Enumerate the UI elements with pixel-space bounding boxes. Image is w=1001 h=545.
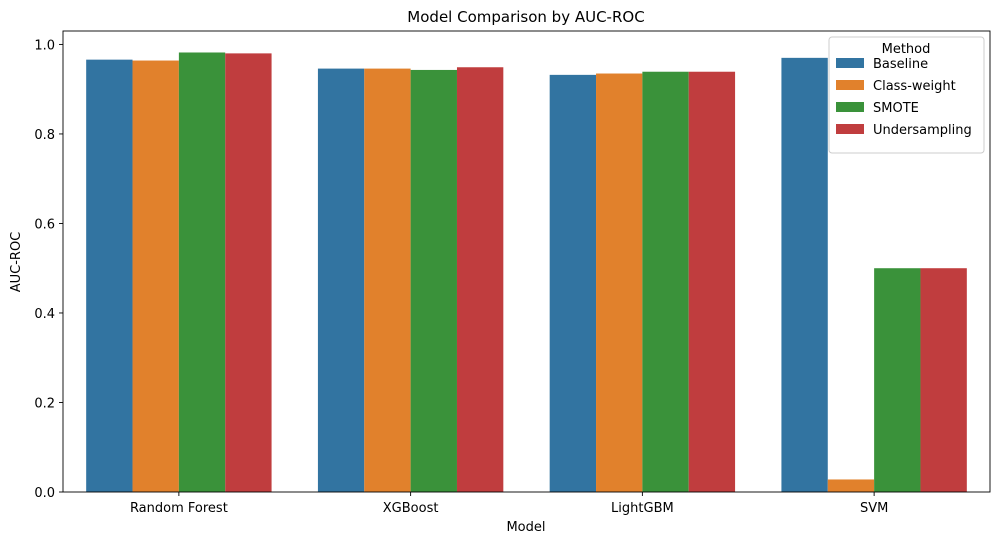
y-tick-label: 0.6 [34, 217, 55, 232]
y-tick-label: 0.8 [34, 128, 55, 143]
y-tick-label: 1.0 [34, 38, 55, 53]
legend-box [828, 36, 985, 154]
x-tick-label: LightGBM [611, 501, 674, 516]
legend: Method Baseline Class-weight SMOTE Undersam… [828, 36, 985, 154]
x-tick-label: Random Forest [130, 501, 228, 516]
x-tick-label: XGBoost [383, 501, 439, 516]
legend-label-undersampling: Undersampling [873, 123, 972, 138]
bar-svm-smote [874, 268, 921, 492]
bar-svm-undersampling [920, 268, 967, 492]
legend-items: Baseline Class-weight SMOTE Undersampling [836, 57, 972, 138]
x-axis-ticks: Random Forest XGBoost LightGBM SVM [130, 492, 888, 516]
bar-lightgbm-baseline [549, 74, 597, 493]
bar-svm-class-weight [827, 479, 875, 492]
chart-title: Model Comparison by AUC-ROC [407, 8, 644, 26]
bar-lightgbm-undersampling [688, 71, 736, 492]
bar-random-forest-undersampling [225, 53, 272, 493]
bar-random-forest-smote [178, 52, 226, 493]
bar-xgboost-undersampling [456, 67, 504, 493]
bar-lightgbm-smote [642, 71, 689, 492]
bar-xgboost-class-weight [364, 68, 411, 492]
legend-label-smote: SMOTE [873, 101, 919, 116]
bar-random-forest-class-weight [132, 60, 179, 493]
legend-swatch-class-weight [836, 80, 864, 90]
bar-random-forest-baseline [86, 59, 133, 493]
legend-swatch-baseline [836, 58, 864, 68]
y-axis-label: AUC-ROC [9, 232, 24, 293]
bars-group [86, 52, 967, 493]
plot-frame [62, 30, 991, 493]
x-axis-label: Model [506, 520, 545, 535]
legend-label-baseline: Baseline [873, 57, 928, 72]
legend-title: Method [882, 42, 931, 57]
y-axis-ticks: 0.0 0.2 0.4 0.6 0.8 1.0 [34, 38, 63, 501]
legend-label-class-weight: Class-weight [873, 79, 956, 94]
y-tick-label: 0.4 [34, 307, 55, 322]
legend-swatch-undersampling [836, 124, 864, 134]
legend-swatch-smote [836, 102, 864, 112]
x-tick-label: SVM [860, 501, 888, 516]
y-tick-label: 0.0 [34, 486, 55, 501]
bar-lightgbm-class-weight [596, 73, 643, 493]
bar-xgboost-baseline [317, 68, 365, 492]
bar-svm-baseline [781, 57, 828, 492]
y-tick-label: 0.2 [34, 396, 55, 411]
bar-xgboost-smote [410, 69, 457, 492]
